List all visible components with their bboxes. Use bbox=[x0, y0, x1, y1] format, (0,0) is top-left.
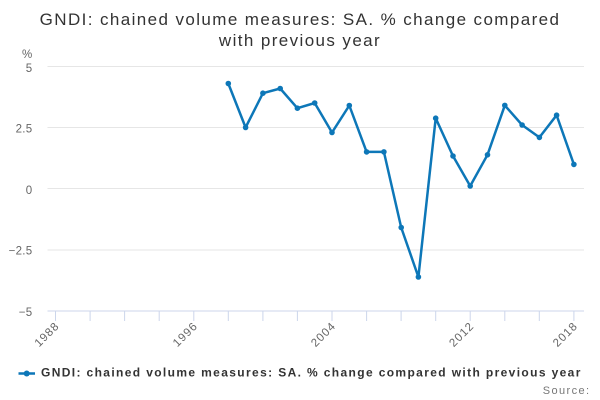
svg-text:2012: 2012 bbox=[447, 320, 476, 349]
svg-text:0: 0 bbox=[26, 185, 33, 197]
svg-text:−5: −5 bbox=[19, 307, 33, 319]
svg-text:−2.5: −2.5 bbox=[9, 246, 33, 258]
svg-text:2.5: 2.5 bbox=[16, 124, 33, 136]
svg-text:GNDI: chained volume measures:: GNDI: chained volume measures: SA. % cha… bbox=[40, 10, 561, 29]
svg-text:2004: 2004 bbox=[309, 320, 338, 349]
svg-text:5: 5 bbox=[26, 63, 33, 75]
svg-text:1996: 1996 bbox=[171, 320, 200, 349]
svg-text:GNDI: chained volume measures:: GNDI: chained volume measures: SA. % cha… bbox=[41, 365, 582, 379]
svg-text:1988: 1988 bbox=[33, 320, 62, 349]
svg-text:with previous year: with previous year bbox=[218, 31, 381, 50]
svg-text:%: % bbox=[22, 49, 33, 61]
svg-text:Source:: Source: bbox=[543, 385, 591, 397]
svg-text:2018: 2018 bbox=[551, 320, 580, 349]
